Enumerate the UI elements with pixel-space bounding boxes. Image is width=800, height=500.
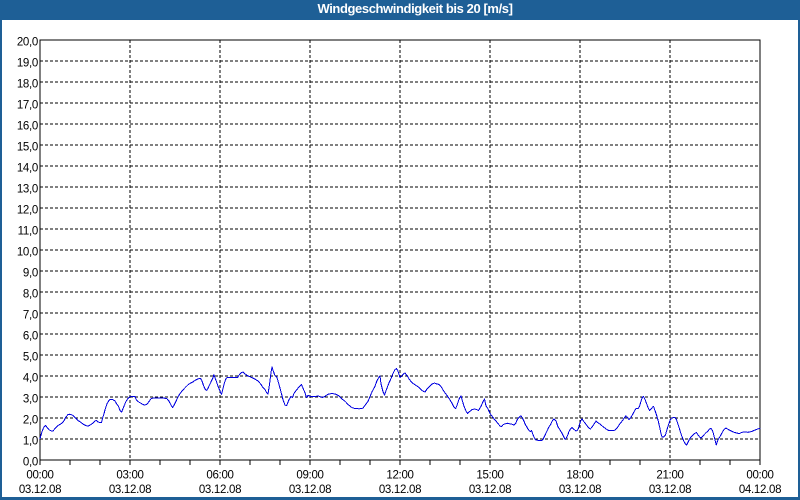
svg-text:6,0: 6,0 — [23, 331, 38, 343]
svg-text:14,0: 14,0 — [17, 163, 38, 175]
svg-text:5,0: 5,0 — [23, 352, 38, 364]
svg-text:Windgeschwindigkeit bis 20 [m/: Windgeschwindigkeit bis 20 [m/s] — [317, 1, 512, 16]
svg-text:21:00: 21:00 — [656, 470, 683, 482]
svg-text:03.12.08: 03.12.08 — [289, 484, 331, 496]
svg-text:03.12.08: 03.12.08 — [199, 484, 241, 496]
svg-text:15:00: 15:00 — [476, 470, 503, 482]
svg-text:4,0: 4,0 — [23, 373, 38, 385]
svg-text:03.12.08: 03.12.08 — [469, 484, 511, 496]
svg-text:2,0: 2,0 — [23, 415, 38, 427]
svg-text:03.12.08: 03.12.08 — [649, 484, 691, 496]
svg-text:04.12.08: 04.12.08 — [739, 484, 781, 496]
svg-text:00:00: 00:00 — [26, 470, 53, 482]
svg-text:12,0: 12,0 — [17, 205, 38, 217]
svg-text:16,0: 16,0 — [17, 121, 38, 133]
svg-text:19,0: 19,0 — [17, 58, 38, 70]
svg-text:18,0: 18,0 — [17, 79, 38, 91]
svg-text:03.12.08: 03.12.08 — [19, 484, 61, 496]
svg-text:20,0: 20,0 — [17, 37, 38, 49]
svg-text:03.12.08: 03.12.08 — [379, 484, 421, 496]
svg-text:9,0: 9,0 — [23, 268, 38, 280]
svg-text:0,0: 0,0 — [23, 457, 38, 469]
svg-text:12:00: 12:00 — [386, 470, 413, 482]
svg-text:10,0: 10,0 — [17, 247, 38, 259]
svg-text:15,0: 15,0 — [17, 142, 38, 154]
svg-text:11,0: 11,0 — [18, 226, 38, 238]
svg-text:03:00: 03:00 — [116, 470, 143, 482]
svg-text:18:00: 18:00 — [566, 470, 593, 482]
svg-text:7,0: 7,0 — [23, 310, 38, 322]
svg-text:8,0: 8,0 — [23, 289, 38, 301]
svg-text:03.12.08: 03.12.08 — [559, 484, 601, 496]
svg-text:03.12.08: 03.12.08 — [109, 484, 151, 496]
svg-text:3,0: 3,0 — [23, 394, 38, 406]
svg-text:1,0: 1,0 — [23, 436, 38, 448]
svg-text:09:00: 09:00 — [296, 470, 323, 482]
svg-text:00:00: 00:00 — [746, 470, 773, 482]
svg-text:13,0: 13,0 — [17, 184, 38, 196]
svg-text:06:00: 06:00 — [206, 470, 233, 482]
svg-text:17,0: 17,0 — [17, 100, 38, 112]
